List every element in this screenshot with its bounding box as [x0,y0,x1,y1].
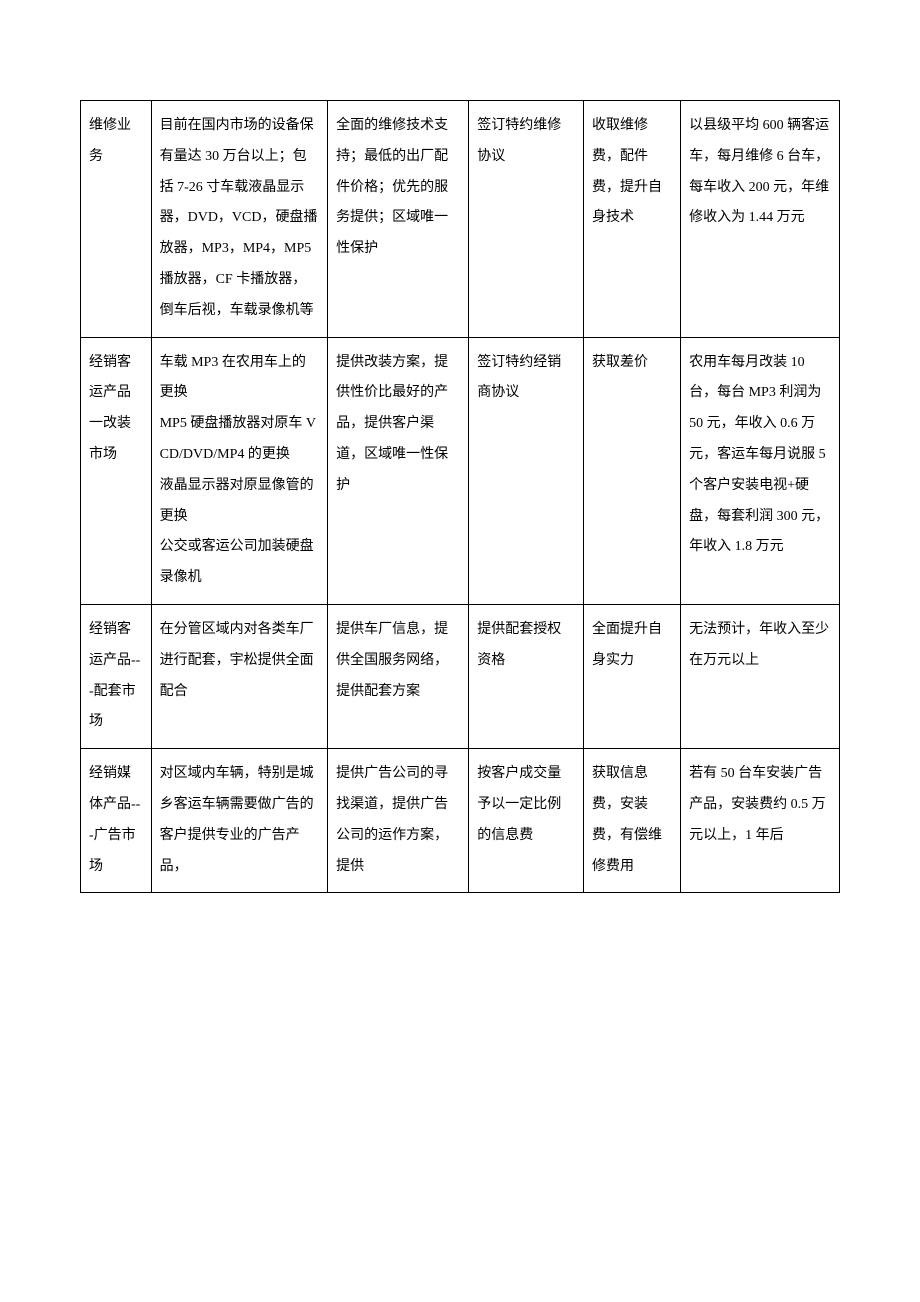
table-row: 经销客运产品一改装市场 车载 MP3 在农用车上的更换MP5 硬盘播放器对原车 … [81,337,840,604]
cell-category: 经销客运产品一改装市场 [81,337,152,604]
cell-support: 提供改装方案，提供性价比最好的产品，提供客户渠道，区域唯一性保护 [328,337,469,604]
document-page: 维修业务 目前在国内市场的设备保有量达 30 万台以上；包括 7-26 寸车载液… [0,0,920,953]
table-row: 经销媒体产品---广告市场 对区域内车辆，特别是城乡客运车辆需要做广告的客户提供… [81,749,840,893]
cell-category: 经销客运产品---配套市场 [81,604,152,748]
cell-support: 提供车厂信息，提供全国服务网络，提供配套方案 [328,604,469,748]
cell-agreement: 提供配套授权资格 [469,604,584,748]
cell-revenue: 以县级平均 600 辆客运车，每月维修 6 台车，每车收入 200 元，年维修收… [681,101,840,338]
cell-description: 目前在国内市场的设备保有量达 30 万台以上；包括 7-26 寸车载液晶显示器，… [151,101,328,338]
cell-benefit: 收取维修费，配件费，提升自身技术 [584,101,681,338]
business-table: 维修业务 目前在国内市场的设备保有量达 30 万台以上；包括 7-26 寸车载液… [80,100,840,893]
cell-revenue: 无法预计，年收入至少在万元以上 [681,604,840,748]
cell-revenue: 农用车每月改装 10 台，每台 MP3 利润为 50 元，年收入 0.6 万元，… [681,337,840,604]
cell-category: 经销媒体产品---广告市场 [81,749,152,893]
table-row: 维修业务 目前在国内市场的设备保有量达 30 万台以上；包括 7-26 寸车载液… [81,101,840,338]
cell-agreement: 按客户成交量予以一定比例的信息费 [469,749,584,893]
cell-benefit: 获取信息费，安装费，有偿维修费用 [584,749,681,893]
cell-support: 提供广告公司的寻找渠道，提供广告公司的运作方案，提供 [328,749,469,893]
cell-agreement: 签订特约经销商协议 [469,337,584,604]
table-body: 维修业务 目前在国内市场的设备保有量达 30 万台以上；包括 7-26 寸车载液… [81,101,840,893]
cell-description: 在分管区域内对各类车厂进行配套，宇松提供全面配合 [151,604,328,748]
table-row: 经销客运产品---配套市场 在分管区域内对各类车厂进行配套，宇松提供全面配合 提… [81,604,840,748]
cell-revenue: 若有 50 台车安装广告产品，安装费约 0.5 万元以上，1 年后 [681,749,840,893]
cell-description: 车载 MP3 在农用车上的更换MP5 硬盘播放器对原车 VCD/DVD/MP4 … [151,337,328,604]
cell-agreement: 签订特约维修协议 [469,101,584,338]
cell-category: 维修业务 [81,101,152,338]
cell-support: 全面的维修技术支持；最低的出厂配件价格；优先的服务提供；区域唯一性保护 [328,101,469,338]
cell-benefit: 全面提升自身实力 [584,604,681,748]
cell-description: 对区域内车辆，特别是城乡客运车辆需要做广告的客户提供专业的广告产品， [151,749,328,893]
cell-benefit: 获取差价 [584,337,681,604]
